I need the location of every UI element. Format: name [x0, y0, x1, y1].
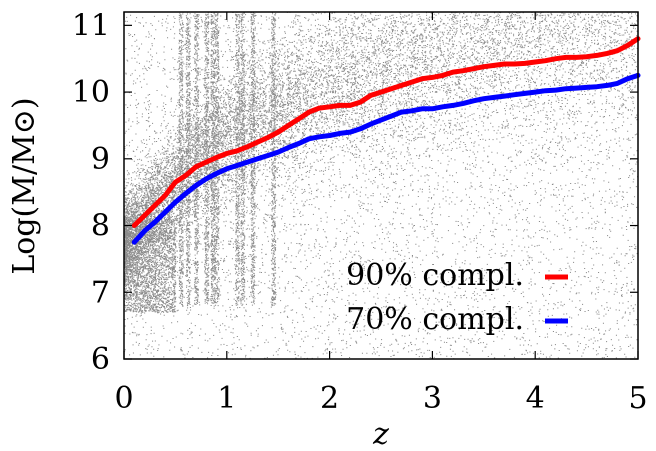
legend: 90% compl. 70% compl.: [346, 258, 568, 337]
legend-label-70: 70% compl.: [346, 302, 524, 337]
series-lines: [131, 36, 641, 245]
legend-label-90: 90% compl.: [346, 258, 524, 293]
series-line-70: [131, 72, 641, 245]
x-tick-label: 3: [423, 381, 442, 416]
x-tick-label: 4: [526, 381, 545, 416]
plot-frame: [123, 11, 639, 360]
axis-ticks: 0 1 2 3 4 5 6 7 8 9 10 11: [72, 8, 648, 416]
x-axis-label: z: [372, 417, 389, 451]
y-tick-label: 6: [91, 342, 110, 377]
x-tick-label: 5: [628, 381, 647, 416]
x-tick-label: 1: [217, 381, 236, 416]
y-tick-label: 8: [91, 209, 110, 244]
y-tick-label: 10: [72, 75, 110, 110]
y-tick-label: 9: [91, 142, 110, 177]
series-line-90: [131, 36, 641, 228]
y-axis-label: Log(M/M⊙): [7, 97, 42, 274]
y-tick-label: 11: [72, 8, 110, 43]
y-tick-label: 7: [91, 275, 110, 310]
x-tick-label: 0: [114, 381, 133, 416]
x-tick-label: 2: [320, 381, 339, 416]
